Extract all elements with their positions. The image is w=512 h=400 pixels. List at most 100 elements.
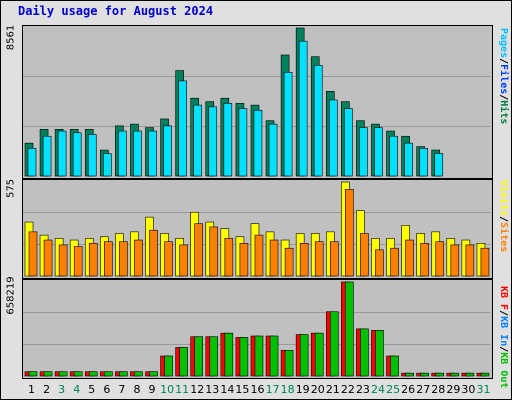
sites-bar [360,233,369,277]
sites-bar [450,244,460,277]
kb-out-bar [104,371,113,377]
x-tick-label: 15 [235,383,249,396]
sites-bar [209,226,219,277]
x-tick-label: 23 [356,383,370,396]
sites-bar [224,238,234,277]
x-tick-label: 9 [149,383,156,396]
sites-bar [269,239,279,277]
x-tick-label: 21 [326,383,340,396]
sites-bar [390,247,399,277]
x-tick-label: 25 [386,383,400,396]
kb-out-bar [134,371,143,377]
x-tick-label: 7 [118,383,125,396]
sites-bar [284,247,294,277]
pages-bar [434,153,444,177]
sites-bar [314,241,324,277]
sites-bar [405,239,414,277]
chart-title: Daily usage for August 2024 [18,4,214,18]
pages-bar [298,40,308,177]
pages-bar [359,127,368,177]
sites-bar [58,244,68,277]
sites-bar [43,239,53,277]
pages-bar [178,80,187,177]
sites-bar [179,244,188,277]
kb-out-bar [73,371,83,377]
x-tick-label: 16 [251,383,265,396]
x-tick-label: 22 [341,383,355,396]
kb-out-bar [28,371,38,377]
pages-bar [374,127,383,177]
kb-out-bar [194,336,204,377]
kb-out-bar [179,347,188,377]
pages-bar [419,148,428,177]
pages-bar [344,108,353,177]
kb-out-bar [345,281,354,377]
pages-bar [283,71,293,177]
pages-bar [87,134,97,177]
x-tick-label: 14 [220,383,234,396]
pages-bar [238,108,248,177]
pages-bar [208,106,218,177]
kb-out-bar [420,372,429,377]
sites-bar [134,239,143,277]
x-tick-label: 5 [88,383,95,396]
sites-bar [104,241,113,277]
kb-out-bar [450,372,460,377]
sites-bar [88,243,98,277]
sites-bar [194,223,204,277]
x-tick-label: 31 [476,383,490,396]
kb-out-bar [435,372,445,377]
kb-out-bar [239,337,249,377]
pages-bar [193,104,203,177]
kb-out-bar [88,371,98,377]
sites-bar [329,241,339,277]
kb-out-bar [269,335,279,377]
kb-out-bar [314,332,324,377]
x-tick-label: 4 [73,383,80,396]
kb-out-bar [480,372,490,377]
pages-bar [313,65,323,177]
kb-out-bar [284,349,294,377]
sites-bar [73,246,83,277]
x-tick-label: 20 [311,383,325,396]
kb-out-bar [43,371,53,377]
pages-bar [42,135,52,177]
sites-bar [420,243,429,277]
pages-bar [389,135,398,177]
sites-bar [149,229,158,277]
pages-bar [404,142,413,177]
sites-bar [254,234,264,277]
x-tick-label: 19 [296,383,310,396]
x-tick-label: 24 [371,383,385,396]
x-tick-label: 6 [103,383,110,396]
kb-out-bar [58,371,68,377]
x-tick-label: 17 [266,383,280,396]
x-tick-label: 1 [28,383,35,396]
sites-bar [164,241,173,277]
sites-bar [465,244,475,277]
sites-bar [345,189,354,277]
kb-out-bar [465,372,475,377]
kb-out-bar [224,332,234,377]
kb-out-bar [119,371,128,377]
kb-out-bar [360,328,369,377]
pages-bar [223,103,233,177]
kb-out-bar [375,330,384,377]
sites-bar [299,243,309,277]
x-tick-label: 12 [190,383,204,396]
kb-out-bar [405,372,414,377]
x-tick-label: 13 [205,383,219,396]
x-tick-label: 26 [401,383,415,396]
sites-bar [119,241,128,277]
x-tick-label: 11 [175,383,189,396]
sites-bar [435,241,445,277]
pages-bar [163,125,172,177]
sites-bar [28,231,38,277]
pages-bar [253,110,263,177]
x-tick-label: 2 [43,383,50,396]
x-tick-label: 10 [160,383,174,396]
kb-out-bar [390,355,399,377]
pages-bar [72,132,82,177]
x-tick-label: 8 [133,383,140,396]
